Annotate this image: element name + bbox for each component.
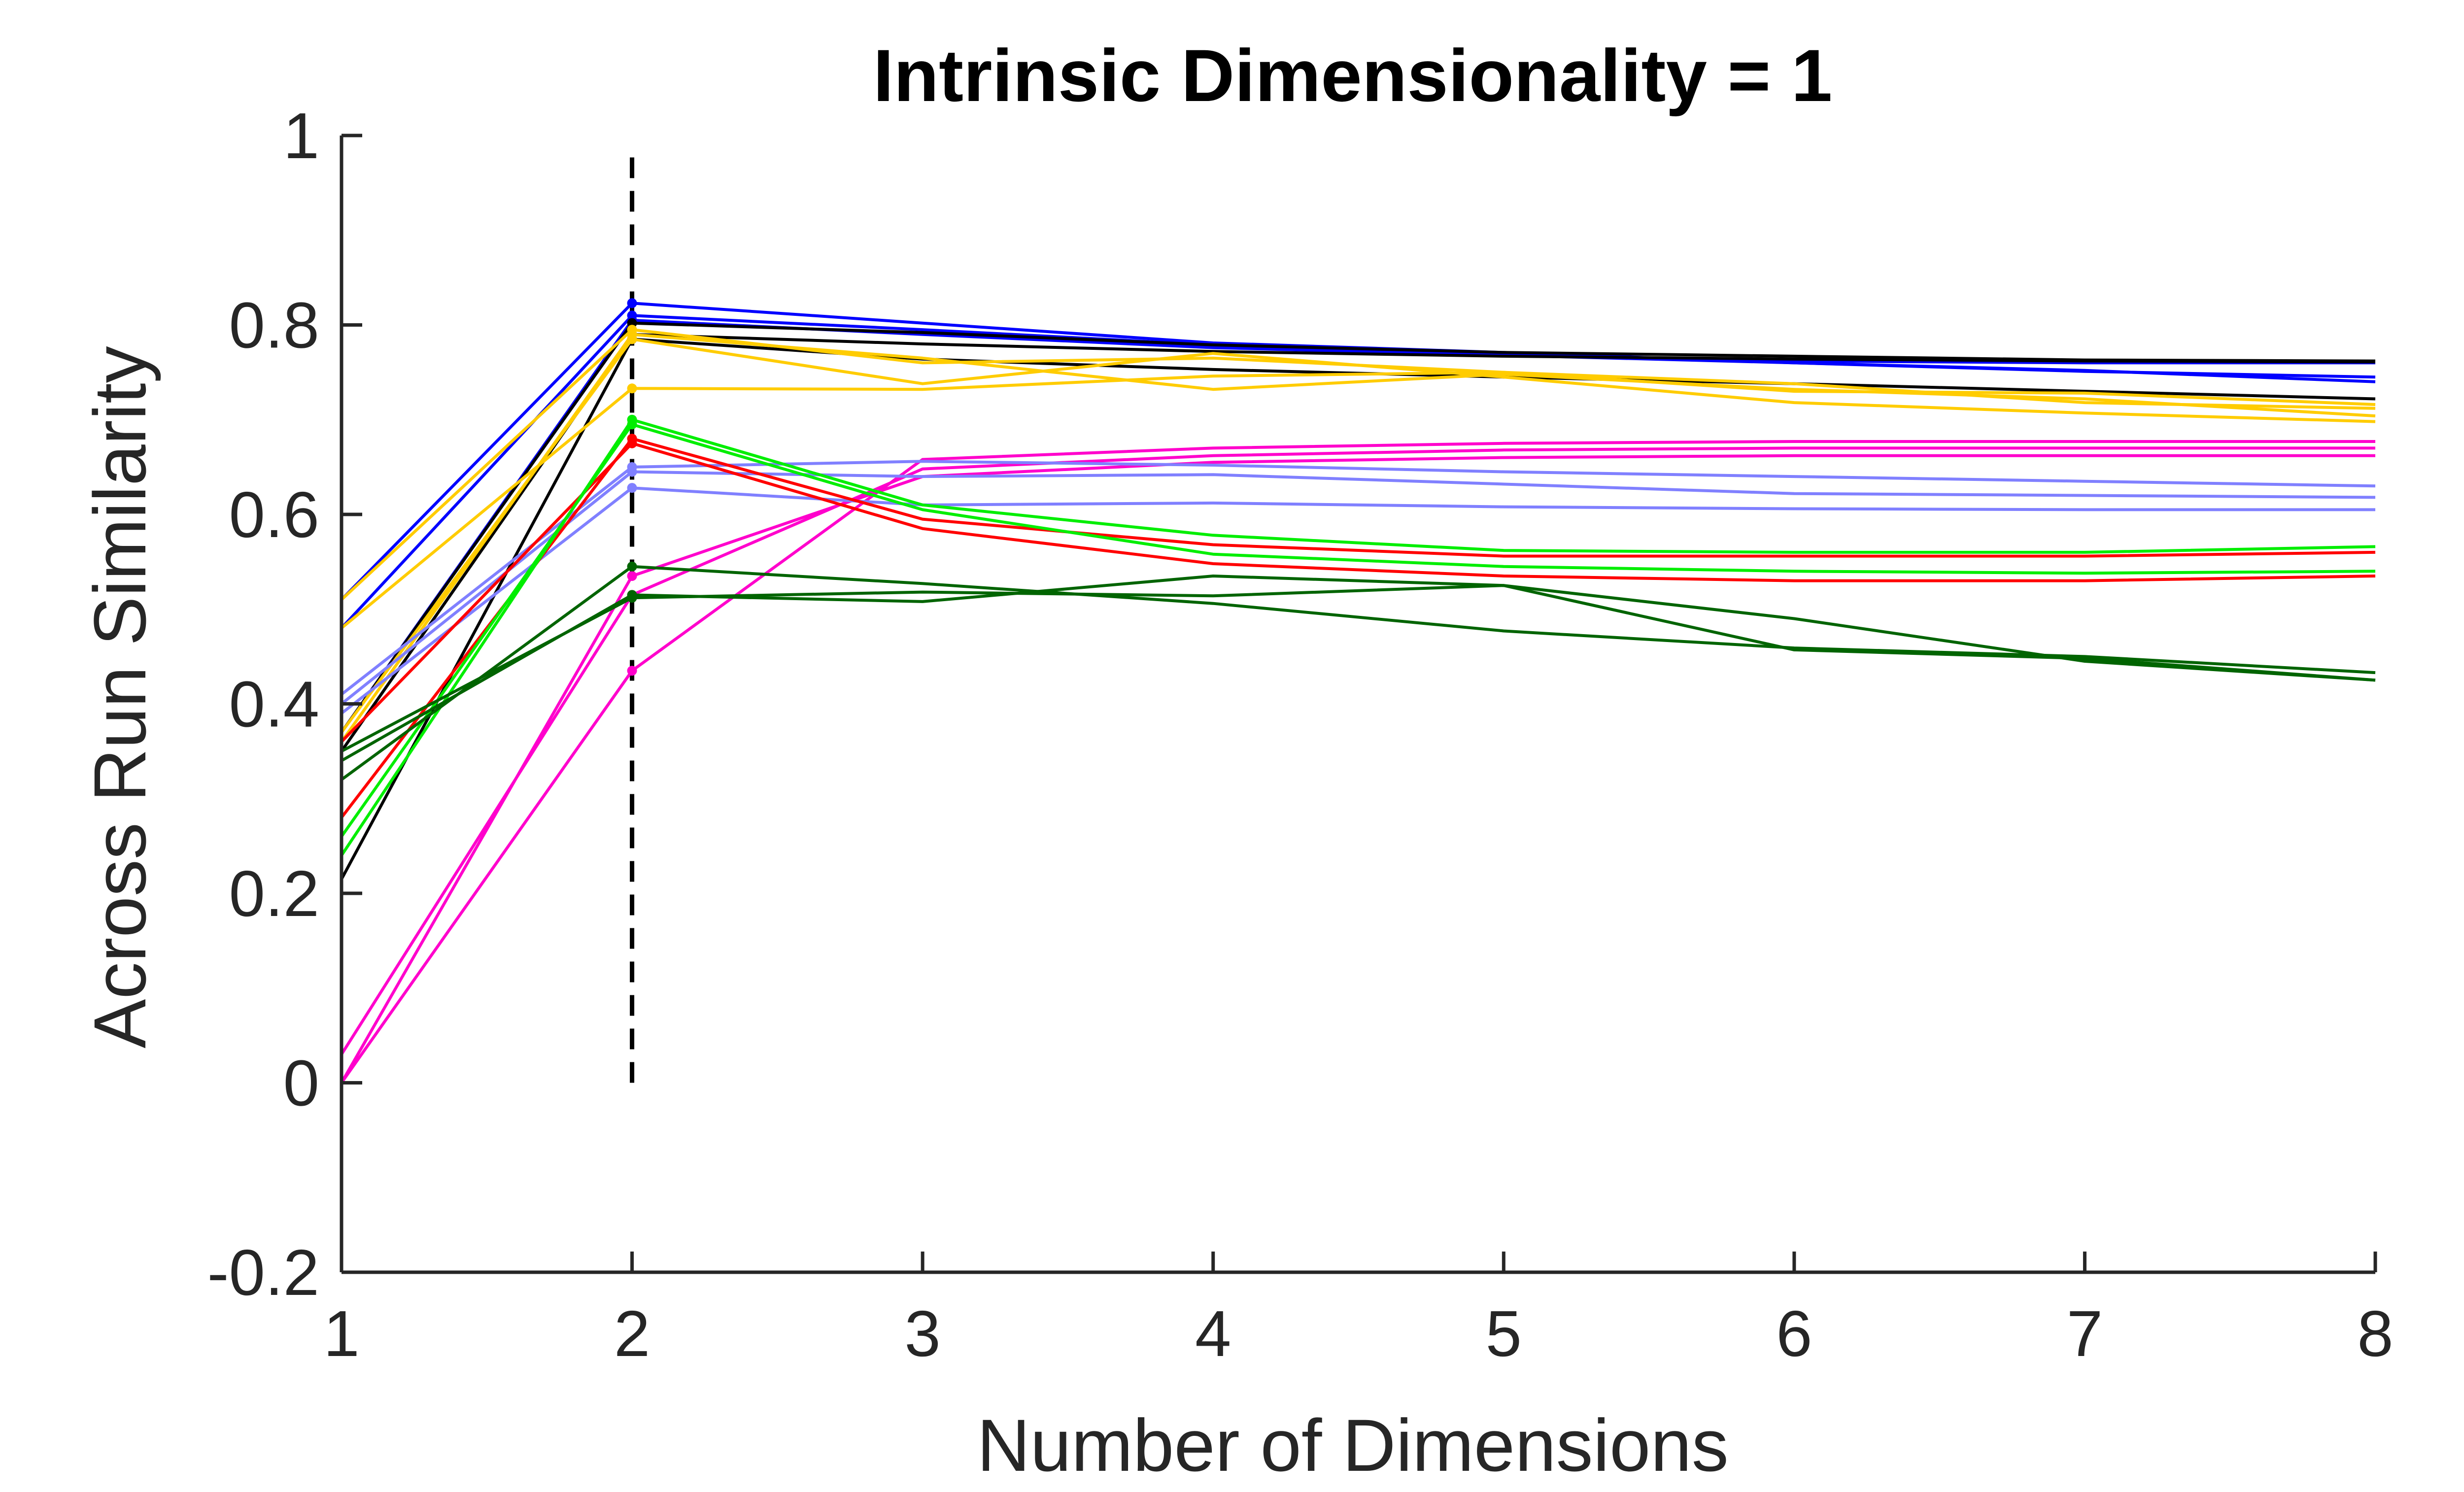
x-tick-label-5: 5 xyxy=(1486,1297,1522,1370)
x-tick-label-8: 8 xyxy=(2357,1297,2393,1370)
y-tick-label-0: 0 xyxy=(283,1047,319,1119)
series-line-14 xyxy=(341,460,2376,696)
x-tick-label-1: 1 xyxy=(323,1297,359,1370)
series-point-16 xyxy=(627,483,637,493)
series-point-18 xyxy=(627,438,637,448)
y-tick-label--0.2: -0.2 xyxy=(207,1236,319,1309)
series-point-23 xyxy=(627,593,637,603)
x-tick-label-3: 3 xyxy=(904,1297,940,1370)
series-line-9 xyxy=(340,338,2376,733)
x-tick-label-6: 6 xyxy=(1776,1297,1812,1370)
x-tick-label-2: 2 xyxy=(614,1297,650,1370)
series-point-21 xyxy=(627,561,637,572)
y-axis-label: Across Run Similarity xyxy=(78,346,161,1048)
series-line-5 xyxy=(340,338,2376,880)
series-point-10 xyxy=(627,329,637,339)
series-point-15 xyxy=(627,467,637,477)
series-line-19 xyxy=(340,418,2376,856)
series-line-17 xyxy=(340,437,2376,819)
y-tick-label-0.8: 0.8 xyxy=(229,289,320,362)
series-line-23 xyxy=(341,584,2376,753)
y-tick-label-0.4: 0.4 xyxy=(229,668,320,741)
axes: 1 2 3 4 5 6 7 8 -0.2 0 0.2 0.4 0.6 0.8 1 xyxy=(207,100,2394,1370)
y-tick-label-0.6: 0.6 xyxy=(229,478,320,551)
series-line-11 xyxy=(340,440,2375,1084)
series-line-3 xyxy=(340,318,2375,733)
series-line-20 xyxy=(340,423,2376,838)
series-line-16 xyxy=(341,486,2375,715)
series-line-13 xyxy=(340,454,2375,1084)
series-point-20 xyxy=(627,419,637,430)
y-tick-label-0.2: 0.2 xyxy=(229,857,320,930)
x-tick-label-7: 7 xyxy=(2067,1297,2103,1370)
series-line-8 xyxy=(341,371,2376,630)
y-tick-label-1: 1 xyxy=(283,100,319,172)
series-point-8 xyxy=(627,383,637,394)
series-point-11 xyxy=(627,666,637,676)
x-axis-label: Number of Dimensions xyxy=(977,1404,1729,1487)
plot-area xyxy=(340,145,2376,1084)
x-tick-label-4: 4 xyxy=(1195,1297,1231,1370)
series-line-15 xyxy=(341,470,2376,705)
series-line-12 xyxy=(340,446,2375,1055)
chart-title: Intrinsic Dimensionality = 1 xyxy=(873,34,1832,117)
series-point-13 xyxy=(627,571,637,581)
series-line-4 xyxy=(340,321,2376,733)
series-line-22 xyxy=(341,575,2376,762)
series-line-18 xyxy=(340,441,2376,743)
series-line-10 xyxy=(340,333,2376,743)
series-point-1 xyxy=(627,298,637,308)
